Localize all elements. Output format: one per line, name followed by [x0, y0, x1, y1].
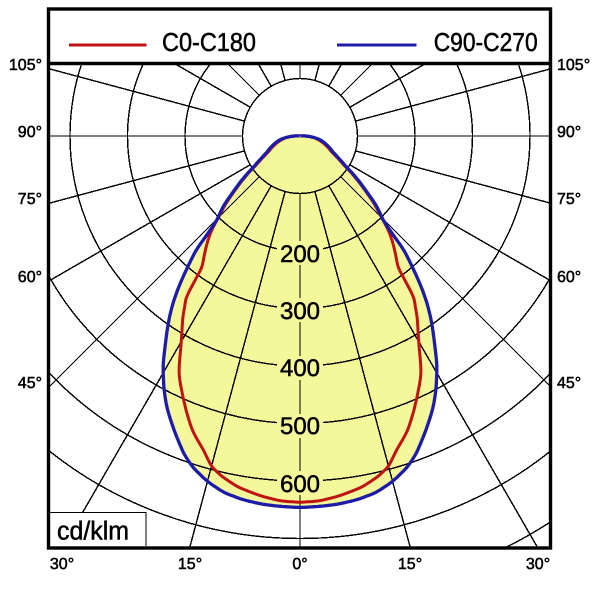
svg-text:0°: 0°	[292, 556, 307, 573]
svg-text:400: 400	[280, 355, 320, 382]
svg-text:500: 500	[280, 413, 320, 440]
svg-text:60°: 60°	[557, 269, 581, 286]
svg-text:15°: 15°	[178, 556, 202, 573]
svg-text:C90-C270: C90-C270	[434, 27, 538, 57]
svg-text:45°: 45°	[557, 375, 581, 392]
svg-text:105°: 105°	[9, 57, 42, 74]
svg-text:90°: 90°	[18, 124, 42, 141]
svg-text:200: 200	[280, 241, 320, 268]
svg-text:45°: 45°	[18, 375, 42, 392]
svg-text:75°: 75°	[557, 191, 581, 208]
svg-text:300: 300	[280, 298, 320, 325]
svg-text:30°: 30°	[50, 556, 74, 573]
svg-text:30°: 30°	[526, 556, 550, 573]
svg-text:15°: 15°	[398, 556, 422, 573]
svg-text:75°: 75°	[18, 191, 42, 208]
svg-text:cd/klm: cd/klm	[57, 516, 129, 546]
svg-text:C0-C180: C0-C180	[162, 27, 256, 57]
svg-text:105°: 105°	[557, 57, 590, 74]
svg-text:60°: 60°	[18, 269, 42, 286]
svg-text:90°: 90°	[557, 124, 581, 141]
svg-text:600: 600	[280, 471, 320, 498]
